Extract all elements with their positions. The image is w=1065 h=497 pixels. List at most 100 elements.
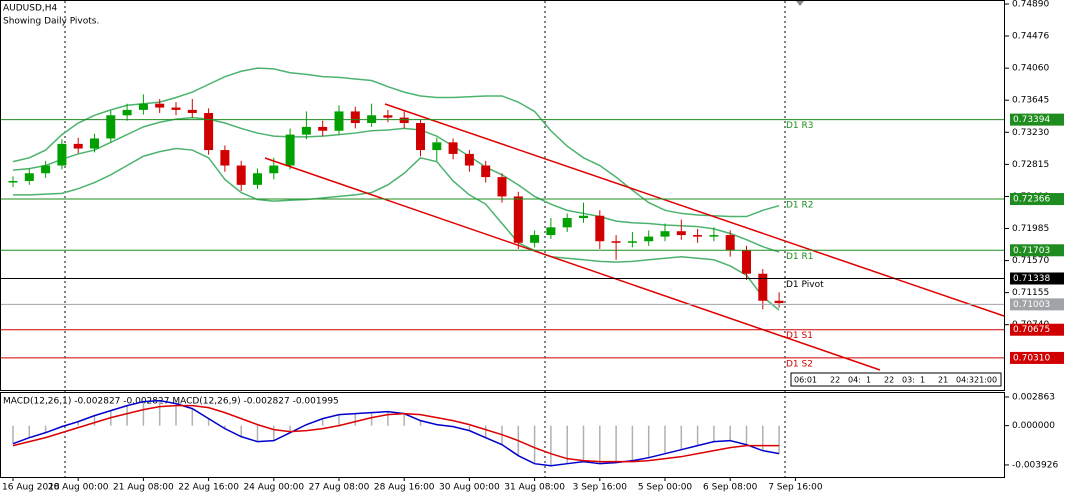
x-tick-label: 6 Sep 08:00 xyxy=(703,483,758,493)
widget-label: 06:0 xyxy=(794,376,812,385)
candle-body xyxy=(497,177,507,197)
candle-body xyxy=(8,180,18,183)
y-tick-label: 0.002863 xyxy=(1012,392,1055,402)
candle-body xyxy=(693,235,703,237)
candle-body xyxy=(676,231,686,236)
candle-body xyxy=(90,138,99,149)
candle-body xyxy=(660,231,670,237)
y-tick-label: -0.003926 xyxy=(1012,460,1058,470)
candle-body xyxy=(611,241,621,243)
candle-body xyxy=(383,115,393,118)
price-box-label: 0.71003 xyxy=(1013,300,1050,310)
pivot-name: D1 Pivot xyxy=(786,280,824,290)
candle-body xyxy=(432,142,442,151)
candle-body xyxy=(448,142,458,154)
widget-label: 1 xyxy=(866,376,871,385)
candle-body xyxy=(106,115,116,139)
pivot-name: D1 R2 xyxy=(786,201,814,211)
widget-label: 04: xyxy=(848,376,861,385)
y-tick-label: 0.74476 xyxy=(1012,32,1049,42)
indicator-line xyxy=(12,404,780,463)
candle-body xyxy=(774,300,784,304)
candle-body xyxy=(725,235,735,251)
candle-body xyxy=(301,126,311,135)
channel-upper xyxy=(384,103,1005,317)
candle-body xyxy=(187,109,197,113)
y-tick-label: 0.72815 xyxy=(1012,160,1049,170)
price-box-label: 0.70310 xyxy=(1013,353,1050,363)
candle-body xyxy=(513,196,523,243)
shift-marker xyxy=(796,1,804,6)
candle-body xyxy=(644,236,654,242)
price-box xyxy=(1010,323,1064,336)
x-tick-label: 31 Aug 08:00 xyxy=(504,483,565,493)
x-tick-label: 16 Aug 2018 xyxy=(2,483,60,493)
candle-body xyxy=(464,153,474,166)
candle-body xyxy=(627,241,637,243)
candle-body xyxy=(236,165,246,185)
trend-channel xyxy=(264,103,1005,371)
price-box-label: 0.70675 xyxy=(1013,325,1050,335)
candle-body xyxy=(595,215,605,242)
candle-body xyxy=(758,273,768,301)
y-tick-label: 0.73230 xyxy=(1012,128,1049,138)
widget-label: 1 xyxy=(812,376,817,385)
indicator-line xyxy=(12,399,780,467)
candle-body xyxy=(41,165,51,174)
x-tick-label: 21 Aug 08:00 xyxy=(113,483,174,493)
x-tick-label: 5 Sep 00:00 xyxy=(638,483,693,493)
period-separators xyxy=(64,1,786,477)
price-layer xyxy=(8,67,784,311)
macd-title: MACD(12,26,1) -0.002827 -0.002827 MACD(1… xyxy=(3,397,339,407)
price-box-label: 0.71703 xyxy=(1013,246,1050,256)
price-box-label: 0.72366 xyxy=(1013,195,1050,205)
y-tick-label: 0.74890 xyxy=(1012,0,1049,10)
price-box xyxy=(1010,244,1064,257)
candle-body xyxy=(24,173,34,181)
price-box xyxy=(1010,113,1064,126)
x-tick-label: 24 Aug 00:00 xyxy=(243,483,304,493)
candle-body xyxy=(73,143,83,149)
candle-body xyxy=(742,250,751,274)
x-tick-label: 27 Aug 08:00 xyxy=(309,483,370,493)
x-tick-label: 20 Aug 00:00 xyxy=(48,483,109,493)
candle-body xyxy=(562,218,572,228)
candle-body xyxy=(350,111,360,124)
widget-label: 03: xyxy=(902,376,915,385)
pivot-note: Showing Daily Pivots. xyxy=(3,17,99,27)
candle-body xyxy=(204,112,214,151)
x-tick-label: 22 Aug 16:00 xyxy=(178,483,239,493)
candle-body xyxy=(318,126,328,131)
widget-label: 1 xyxy=(920,376,925,385)
candle-body xyxy=(546,227,556,236)
y-tick-label: 0.74060 xyxy=(1012,64,1049,74)
price-box xyxy=(1010,193,1064,206)
x-tick-label: 3 Sep 16:00 xyxy=(573,483,628,493)
candle-body xyxy=(122,109,132,116)
indicator-line xyxy=(13,147,780,311)
price-box xyxy=(1010,272,1064,285)
y-tick-label: 0.71985 xyxy=(1012,224,1049,234)
widget-label: 04:3 xyxy=(956,376,974,385)
candle-body xyxy=(334,111,344,131)
candle-body xyxy=(481,165,491,178)
y-tick-label: 0.73645 xyxy=(1012,96,1049,106)
widget-label: 22 xyxy=(884,376,894,385)
price-box-label: 0.73394 xyxy=(1013,115,1050,125)
widget-label: 22 xyxy=(830,376,840,385)
candle-body xyxy=(416,123,425,151)
candle-body xyxy=(171,107,181,110)
candle-body xyxy=(138,103,148,110)
pivot-name: D1 S2 xyxy=(786,359,813,369)
pivot-name: D1 S1 xyxy=(786,331,813,341)
y-tick-label: 0.71570 xyxy=(1012,256,1049,266)
candle-body xyxy=(269,165,279,174)
candle-body xyxy=(579,215,588,219)
indicator-line xyxy=(12,116,780,253)
candle-body xyxy=(285,134,295,166)
x-tick-label: 7 Sep 16:00 xyxy=(768,483,823,493)
price-box xyxy=(1010,351,1064,364)
time-scale-widget xyxy=(790,372,1002,387)
